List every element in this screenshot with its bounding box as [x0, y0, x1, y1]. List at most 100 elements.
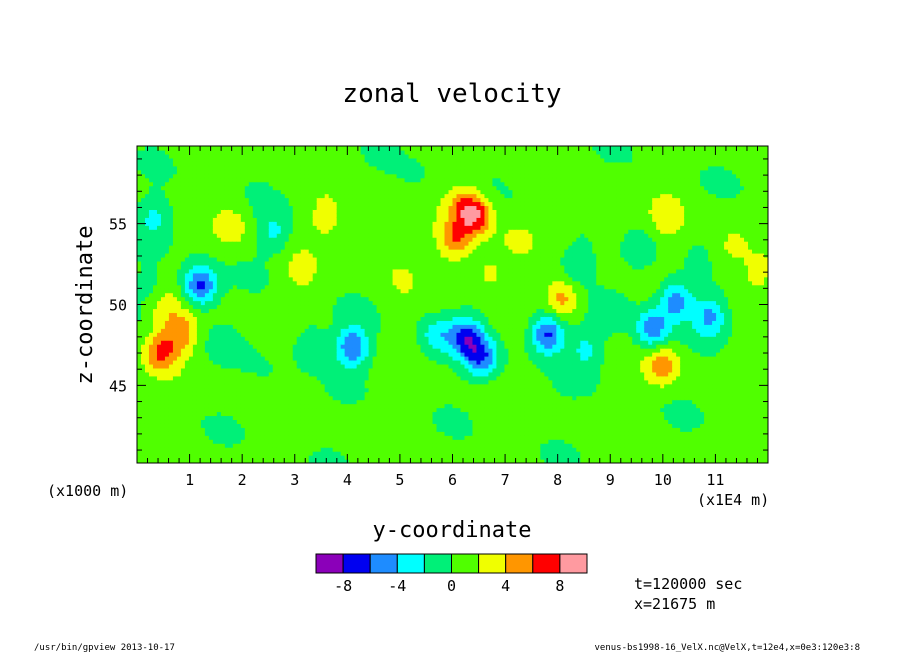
heatmap-cell: [188, 272, 194, 278]
heatmap-cell: [332, 268, 338, 274]
heatmap-cell: [308, 252, 314, 258]
heatmap-cell: [196, 431, 202, 436]
heatmap-cell: [208, 427, 214, 432]
heatmap-cell: [188, 455, 194, 460]
heatmap-cell: [276, 205, 282, 210]
heatmap-cell: [328, 165, 334, 171]
heatmap-cell: [164, 153, 170, 159]
heatmap-cell: [144, 217, 150, 222]
heatmap-cell: [156, 348, 162, 353]
heatmap-cell: [168, 221, 174, 226]
heatmap-cell: [148, 312, 154, 317]
heatmap-cell: [336, 344, 342, 349]
heatmap-cell: [140, 312, 146, 317]
heatmap-cell: [248, 252, 254, 258]
heatmap-cell: [300, 443, 306, 448]
heatmap-cell: [196, 260, 202, 266]
heatmap-cell: [164, 173, 170, 179]
heatmap-cell: [336, 356, 342, 361]
heatmap-cell: [320, 272, 326, 278]
heatmap-cell: [276, 451, 282, 456]
heatmap-cell: [200, 328, 206, 333]
heatmap-cell: [300, 296, 306, 302]
heatmap-cell: [256, 237, 262, 242]
heatmap-cell: [164, 403, 170, 409]
heatmap-cell: [312, 237, 318, 242]
heatmap-cell: [292, 153, 298, 159]
heatmap-cell: [212, 340, 218, 345]
heatmap-cell: [320, 197, 326, 203]
heatmap-cell: [188, 252, 194, 258]
heatmap-cell: [284, 157, 290, 163]
heatmap-cell: [148, 356, 154, 361]
heatmap-cell: [372, 296, 378, 302]
heatmap-cell: [276, 229, 282, 234]
heatmap-cell: [164, 316, 170, 321]
heatmap-cell: [168, 173, 174, 179]
heatmap-cell: [348, 280, 354, 286]
heatmap-cell: [372, 233, 378, 238]
heatmap-cell: [284, 181, 290, 187]
heatmap-cell: [216, 439, 222, 444]
heatmap-cell: [324, 316, 330, 321]
heatmap-cell: [212, 268, 218, 274]
heatmap-cell: [384, 316, 390, 321]
heatmap-cell: [368, 451, 374, 456]
heatmap-cell: [288, 205, 294, 210]
heatmap-cell: [256, 395, 262, 401]
heatmap-cell: [284, 205, 290, 210]
heatmap-cell: [172, 352, 178, 357]
heatmap-cell: [148, 363, 154, 369]
heatmap-cell: [352, 359, 358, 365]
heatmap-cell: [200, 387, 206, 393]
heatmap-cell: [168, 391, 174, 397]
heatmap-cell: [212, 336, 218, 341]
heatmap-cell: [376, 308, 382, 314]
heatmap-cell: [188, 391, 194, 397]
heatmap-cell: [384, 383, 390, 389]
heatmap-cell: [172, 161, 178, 167]
heatmap-cell: [152, 379, 158, 385]
heatmap-cell: [296, 268, 302, 274]
heatmap-cell: [188, 352, 194, 357]
heatmap-cell: [260, 312, 266, 317]
heatmap-cell: [316, 399, 322, 405]
heatmap-cell: [284, 443, 290, 448]
heatmap-cell: [160, 165, 166, 171]
heatmap-cell: [264, 288, 270, 294]
heatmap-cell: [164, 320, 170, 325]
heatmap-cell: [384, 407, 390, 413]
heatmap-cell: [280, 221, 286, 226]
heatmap-cell: [180, 280, 186, 286]
heatmap-cell: [256, 320, 262, 325]
heatmap-cell: [340, 439, 346, 444]
heatmap-cell: [324, 197, 330, 203]
heatmap-cell: [264, 395, 270, 401]
heatmap-cell: [280, 268, 286, 274]
heatmap-cell: [232, 371, 238, 377]
heatmap-cell: [288, 407, 294, 413]
heatmap-cell: [348, 292, 354, 298]
heatmap-cell: [252, 185, 258, 191]
heatmap-cell: [228, 280, 234, 286]
heatmap-cell: [144, 237, 150, 242]
heatmap-cell: [164, 356, 170, 361]
heatmap-cell: [304, 217, 310, 222]
heatmap-cell: [216, 383, 222, 389]
heatmap-cell: [284, 197, 290, 203]
heatmap-cell: [228, 304, 234, 310]
heatmap-cell: [256, 411, 262, 417]
heatmap-cell: [328, 189, 334, 195]
heatmap-cell: [216, 403, 222, 409]
heatmap-cell: [148, 340, 154, 345]
heatmap-cell: [344, 439, 350, 444]
heatmap-cell: [228, 328, 234, 333]
heatmap-cell: [180, 332, 186, 337]
heatmap-cell: [196, 443, 202, 448]
heatmap-cell: [332, 407, 338, 413]
heatmap-cell: [352, 431, 358, 436]
heatmap-cell: [376, 336, 382, 341]
heatmap-cell: [260, 431, 266, 436]
heatmap-cell: [180, 146, 186, 151]
heatmap-cell: [160, 411, 166, 417]
